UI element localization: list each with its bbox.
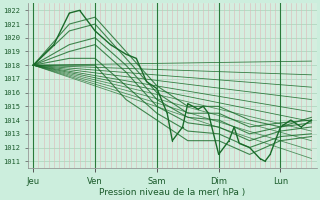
X-axis label: Pression niveau de la mer( hPa ): Pression niveau de la mer( hPa ) xyxy=(99,188,245,197)
